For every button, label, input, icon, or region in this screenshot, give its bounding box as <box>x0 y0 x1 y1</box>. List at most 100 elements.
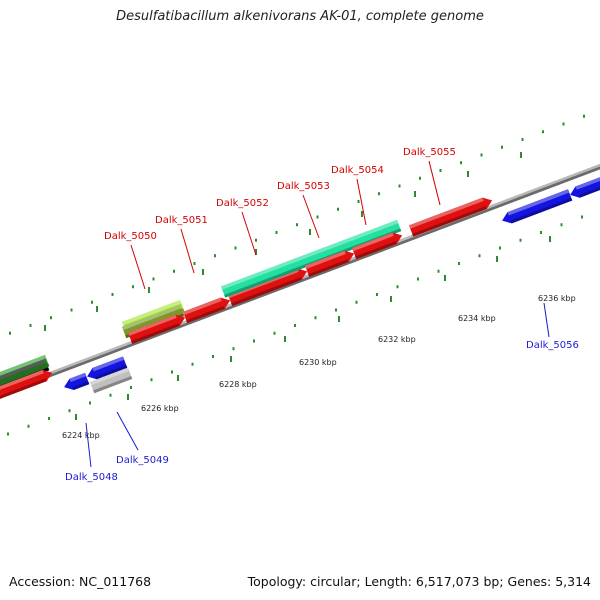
gene-light-green-bar-shine <box>122 299 182 326</box>
cds-dalk-5056-shade <box>510 197 573 224</box>
major-tick <box>255 249 257 255</box>
ruler-label-6224: 6224 kbp <box>62 431 100 440</box>
minor-tick-upper <box>70 308 73 312</box>
minor-tick-upper <box>173 269 175 273</box>
minor-tick-upper <box>29 323 32 327</box>
leader-dalk_5054 <box>356 178 367 226</box>
major-tick <box>444 275 446 281</box>
major-tick <box>44 325 46 331</box>
cds-reverse-1-shade <box>72 381 90 390</box>
minor-tick-lower <box>519 238 522 242</box>
minor-tick-upper <box>562 122 565 126</box>
minor-tick-upper <box>214 254 216 258</box>
cds-dalk-5052-body <box>228 268 308 307</box>
cds-forward-left <box>0 369 53 400</box>
minor-tick-upper <box>152 277 155 281</box>
cds-reverse-2-shade <box>95 364 128 380</box>
major-tick <box>414 191 416 197</box>
map-title: Desulfatibacillum alkenivorans AK-01, co… <box>116 9 484 24</box>
minor-tick-upper <box>542 130 544 134</box>
minor-tick-lower <box>560 223 563 227</box>
cds-dalk-5056 <box>502 189 573 224</box>
gene-label-dalk_5052: Dalk_5052 <box>216 198 269 209</box>
accession-text: Accession: NC_011768 <box>9 574 152 589</box>
gene-label-dalk_5055: Dalk_5055 <box>403 147 456 158</box>
cds-dalk-5053-shine <box>305 250 346 269</box>
minor-tick-lower <box>437 269 440 273</box>
minor-tick-upper <box>296 223 298 227</box>
major-tick <box>230 356 232 362</box>
cds-forward-left-shine <box>0 369 44 392</box>
gene-label-dalk_5051: Dalk_5051 <box>155 215 208 226</box>
gene-label-dalk_5056: Dalk_5056 <box>526 340 579 351</box>
major-tick <box>96 306 98 312</box>
minor-tick-lower <box>130 385 132 389</box>
cds-dalk-5053 <box>305 250 355 277</box>
ruler-label-6228: 6228 kbp <box>219 380 257 389</box>
gene-label-dalk_5050: Dalk_5050 <box>104 231 157 242</box>
major-tick <box>520 152 522 158</box>
cds-dalk-5054 <box>352 232 403 260</box>
minor-tick-lower <box>253 339 255 343</box>
gene-label-dalk_5053: Dalk_5053 <box>277 181 330 192</box>
cds-forward-left-shade <box>0 378 47 400</box>
ruler-label-6234: 6234 kbp <box>458 314 496 323</box>
minor-tick-lower <box>458 261 460 265</box>
cds-dalk-5051-shade <box>186 306 225 324</box>
minor-tick-lower <box>478 254 481 258</box>
minor-tick-lower <box>171 370 173 374</box>
gene-gray-bar-shine <box>90 367 130 386</box>
minor-tick-lower <box>232 347 235 351</box>
cds-dalk-5053-shade <box>308 259 349 277</box>
cds-dalk-5054-shine <box>352 232 394 252</box>
minor-tick-upper <box>111 292 114 296</box>
gene-features <box>0 173 600 400</box>
cds-dalk-5054-shade <box>355 241 397 260</box>
cds-reverse-right-shine <box>575 173 600 190</box>
major-tick <box>148 287 150 293</box>
major-tick <box>467 171 469 177</box>
labels: 6224 kbp 6226 kbp 6228 kbp 6230 kbp 6232 kbp… <box>62 147 579 483</box>
major-tick <box>309 229 311 235</box>
leader-dalk_5053 <box>302 194 320 239</box>
cds-dalk-5055-shade <box>412 206 487 237</box>
minor-tick-lower <box>499 246 501 250</box>
gene-olive-bar-shine <box>122 304 182 331</box>
gene-gray-bar-body <box>90 367 133 394</box>
gene-gray-bar-shade <box>93 376 133 394</box>
minor-tick-upper <box>275 230 278 234</box>
minor-tick-lower <box>355 300 358 304</box>
minor-tick-lower <box>68 409 71 413</box>
major-tick <box>284 336 286 342</box>
cds-dalk-5051-body <box>183 297 231 324</box>
minor-tick-lower <box>212 354 214 358</box>
label-leader-lines <box>85 160 550 468</box>
cds-dalk-5051 <box>183 297 231 324</box>
rna-dalk-5053-body <box>221 219 402 298</box>
gene-label-dalk_5048: Dalk_5048 <box>65 472 118 483</box>
minor-tick-dots <box>7 114 585 436</box>
minor-tick-upper <box>439 168 442 172</box>
minor-tick-lower <box>191 362 194 366</box>
minor-tick-upper <box>50 316 52 320</box>
major-tick <box>338 316 340 322</box>
cds-dalk-5053-body <box>305 250 355 277</box>
minor-tick-lower <box>581 215 583 219</box>
leader-dalk_5051 <box>180 228 195 274</box>
minor-tick-upper <box>316 215 319 219</box>
cds-reverse-right-shade <box>578 181 600 198</box>
major-tick <box>202 269 204 275</box>
cds-dalk-5055 <box>409 197 493 237</box>
rna-dalk-5053-shine <box>221 219 399 290</box>
major-tick <box>361 211 363 217</box>
minor-tick-upper <box>521 137 524 141</box>
cds-reverse-2-shine <box>92 356 125 372</box>
ruler-label-6226: 6226 kbp <box>141 404 179 413</box>
ruler-label-6236: 6236 kbp <box>538 294 576 303</box>
major-tick <box>390 296 392 302</box>
cds-dalk-5050 <box>128 314 186 344</box>
minor-tick-lower <box>335 308 337 312</box>
gene-dark-green-bar-shine <box>0 354 47 378</box>
minor-tick-upper <box>460 161 462 165</box>
major-tick <box>177 375 179 381</box>
